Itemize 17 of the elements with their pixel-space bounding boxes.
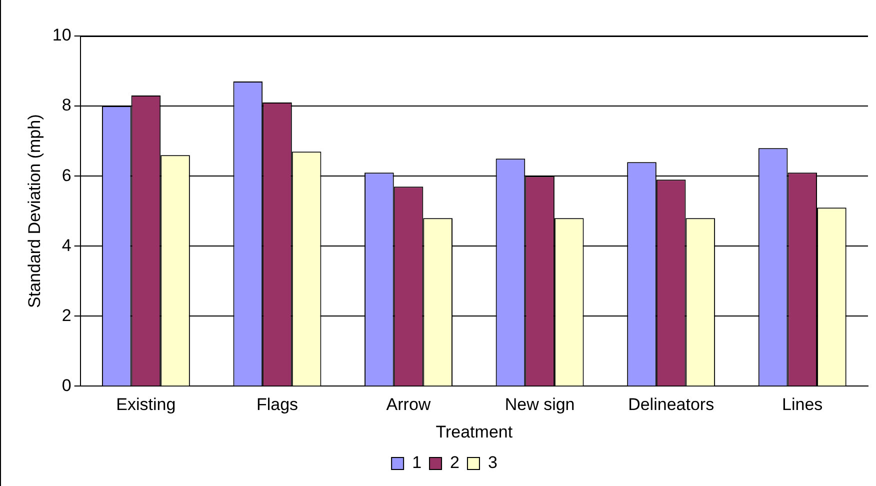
legend-label: 3 (488, 453, 498, 472)
y-tick-label: 4 (62, 236, 72, 255)
legend-label: 2 (450, 453, 460, 472)
y-tick-label: 0 (62, 376, 72, 395)
y-tick-label: 8 (62, 96, 72, 115)
y-axis-title: Standard Deviation (mph) (24, 114, 44, 308)
y-tick-label: 2 (62, 306, 72, 325)
x-tick-label: Existing (116, 395, 176, 414)
x-tick-label: Delineators (628, 395, 714, 414)
legend-label: 1 (412, 453, 422, 472)
x-tick-label: Flags (256, 395, 298, 414)
x-tick-label: New sign (504, 395, 575, 414)
x-axis-title: Treatment (436, 422, 513, 442)
y-tick-label: 6 (62, 166, 72, 185)
x-tick-label: Lines (782, 395, 823, 414)
x-tick-label: Arrow (386, 395, 432, 414)
y-tick-label: 10 (52, 26, 72, 45)
